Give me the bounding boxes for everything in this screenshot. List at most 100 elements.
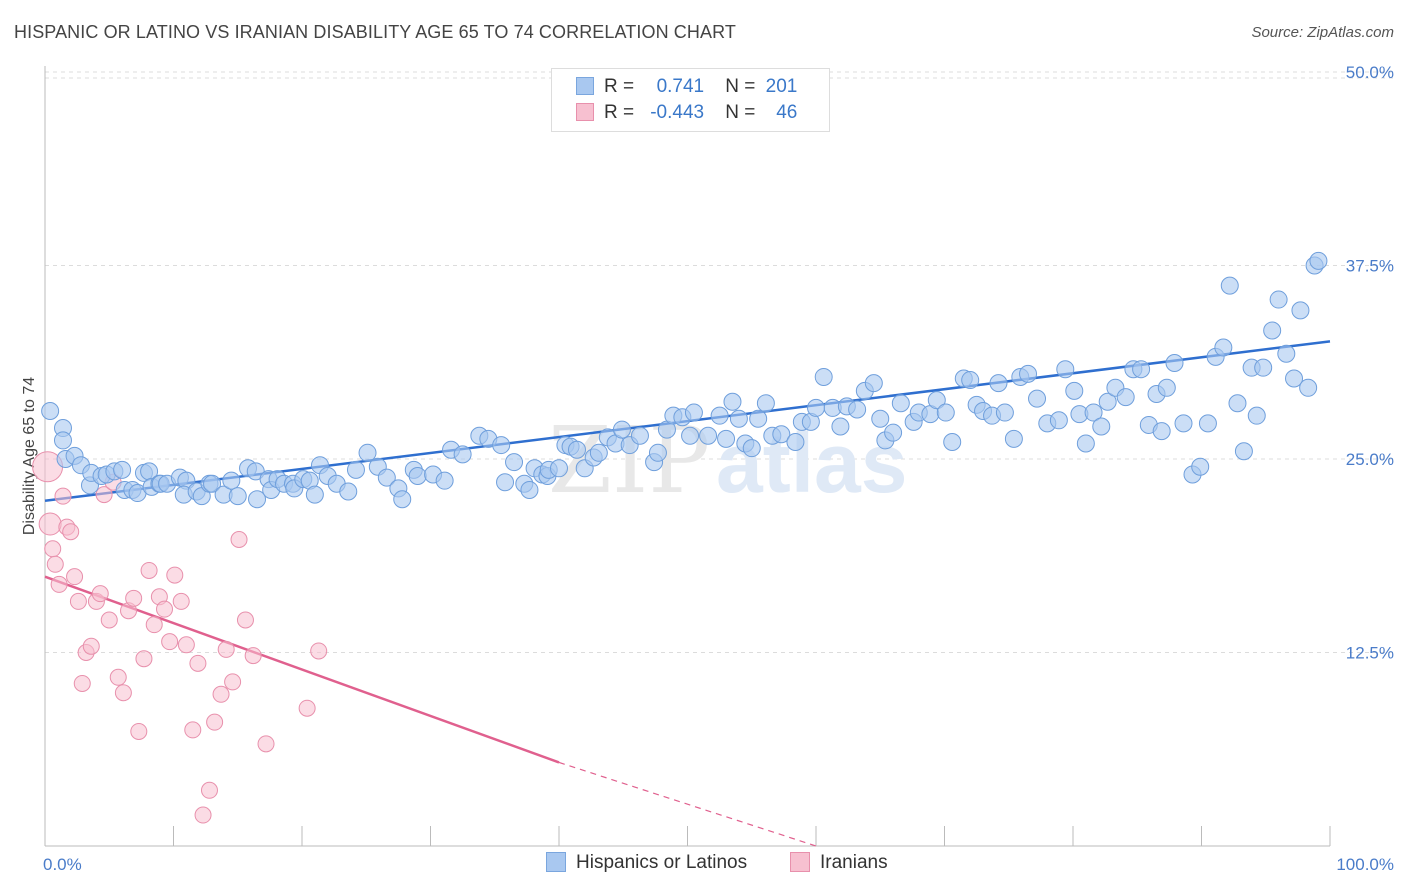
- iranian-point: [166, 566, 184, 584]
- hispanic-point: [749, 409, 768, 428]
- legend-item-iranian: Iranians: [790, 852, 888, 874]
- iranian-point: [206, 713, 224, 731]
- iranian-point: [200, 781, 218, 799]
- source-credit: Source: ZipAtlas.com: [1251, 24, 1394, 41]
- hispanic-point: [814, 367, 833, 386]
- hispanic-point: [1191, 457, 1210, 476]
- hispanic-point: [1228, 394, 1247, 413]
- grid-lines: [45, 71, 1394, 653]
- y-tick-label: 50.0%: [1346, 63, 1394, 82]
- iranian-point: [145, 616, 163, 634]
- hispanic-point: [831, 417, 850, 436]
- hispanic-point: [786, 432, 805, 451]
- iranian-point: [177, 636, 195, 654]
- series-legend: Hispanics or Latinos Iranians: [0, 852, 1406, 878]
- hispanic-point: [222, 471, 241, 490]
- hispanic-point: [305, 485, 324, 504]
- hispanic-point: [717, 429, 736, 448]
- iranian-point: [224, 673, 242, 691]
- hispanic-point: [961, 371, 980, 390]
- iranian-point: [257, 735, 275, 753]
- hispanic-point: [891, 394, 910, 413]
- hispanic-point: [1132, 360, 1151, 379]
- hispanic-point: [496, 473, 515, 492]
- iranian-point: [44, 540, 62, 558]
- hispanic-point: [453, 445, 472, 464]
- hispanic-point: [612, 420, 631, 439]
- hispanic-point: [1277, 344, 1296, 363]
- legend-r-value: -0.443: [650, 102, 705, 123]
- hispanic-point: [699, 426, 718, 445]
- hispanic-point: [346, 460, 365, 479]
- legend-n-label: N =: [725, 102, 756, 123]
- hispanic-point: [589, 443, 608, 462]
- hispanic-point: [435, 471, 454, 490]
- hispanic-point: [505, 453, 524, 472]
- iranian-point: [62, 523, 80, 541]
- iranian-point: [54, 487, 72, 505]
- iranian-point: [46, 555, 64, 573]
- legend-r-label: R =: [604, 76, 635, 97]
- iranian-point: [38, 512, 62, 536]
- hispanic-point: [1198, 414, 1217, 433]
- hispanic-point: [1092, 417, 1111, 436]
- legend-r-value: 0.741: [656, 76, 705, 97]
- hispanic-point: [943, 432, 962, 451]
- hispanic-point: [729, 409, 748, 428]
- hispanic-point: [41, 402, 60, 421]
- iranian-point: [230, 530, 248, 548]
- hispanic-point: [1291, 301, 1310, 320]
- hispanic-point: [1028, 389, 1047, 408]
- iranian-point: [100, 611, 118, 629]
- iranian-point: [69, 592, 87, 610]
- iranian-point: [114, 684, 132, 702]
- hispanic-point: [681, 426, 700, 445]
- chart-title: HISPANIC OR LATINO VS IRANIAN DISABILITY…: [14, 22, 736, 42]
- legend-n-value: 201: [765, 76, 798, 97]
- iranian-trend-line: [44, 575, 560, 764]
- hispanic-point: [756, 394, 775, 413]
- hispanic-point: [1157, 378, 1176, 397]
- y-tick-label: 37.5%: [1346, 257, 1394, 276]
- legend-swatch-iranian: [790, 852, 810, 872]
- iranian-point: [194, 806, 212, 824]
- hispanic-point: [1285, 369, 1304, 388]
- y-tick-label: 25.0%: [1346, 450, 1394, 469]
- y-axis-label: Disability Age 65 to 74: [21, 377, 38, 535]
- hispanic-point: [1019, 364, 1038, 383]
- hispanic-point: [1049, 411, 1068, 430]
- hispanic-point: [1084, 403, 1103, 422]
- iranian-point: [212, 685, 230, 703]
- legend-swatch-iranian: [576, 103, 594, 121]
- iranian-point: [244, 647, 262, 665]
- y-tick-label: 12.5%: [1346, 644, 1394, 663]
- hispanic-point: [377, 468, 396, 487]
- hispanic-point: [848, 400, 867, 419]
- hispanic-point: [550, 459, 568, 478]
- hispanic-point: [1098, 392, 1117, 411]
- hispanic-point: [1299, 378, 1318, 397]
- iranian-point: [172, 592, 190, 610]
- hispanic-point: [520, 480, 539, 499]
- iranian-point: [95, 486, 113, 504]
- hispanic-point: [203, 474, 222, 493]
- hispanic-point: [1165, 354, 1184, 373]
- hispanic-point: [864, 374, 883, 393]
- iranian-point: [109, 668, 127, 686]
- hispanic-point: [248, 490, 267, 509]
- iranian-point: [161, 633, 179, 651]
- hispanic-point: [1269, 290, 1288, 309]
- hispanic-point: [927, 391, 946, 410]
- hispanic-point: [648, 443, 667, 462]
- iranian-point: [66, 568, 84, 586]
- hispanic-point: [995, 403, 1014, 422]
- tick-labels: 12.5% 25.0% 37.5% 50.0% 0.0% 100.0%: [43, 63, 1394, 874]
- iranian-point: [236, 611, 254, 629]
- legend-row-hispanic: R = 0.741 N = 201: [576, 76, 797, 100]
- hispanic-point: [1234, 442, 1253, 461]
- legend-r-label: R =: [604, 102, 635, 123]
- hispanic-point: [1076, 434, 1095, 453]
- hispanic-point: [53, 431, 72, 450]
- hispanic-point: [1065, 381, 1084, 400]
